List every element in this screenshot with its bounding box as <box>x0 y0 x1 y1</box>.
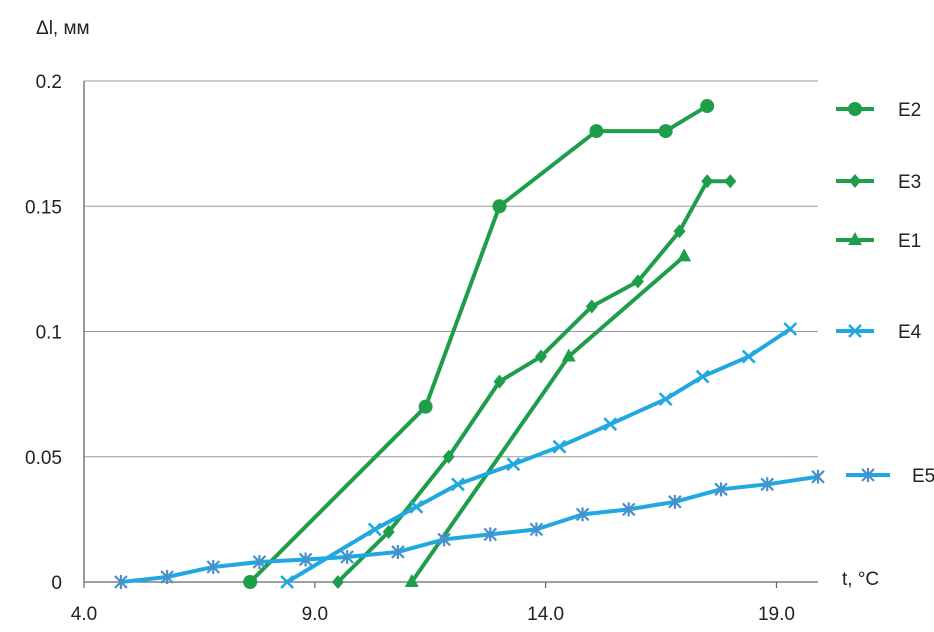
legend-entry-e2: E2 <box>836 100 921 121</box>
series-line <box>118 474 820 584</box>
data-point <box>677 248 692 262</box>
plot-area <box>114 99 825 589</box>
data-point <box>206 559 221 574</box>
series-e3 <box>331 174 737 589</box>
y-tick-label: 0.1 <box>36 323 62 344</box>
data-point <box>442 449 455 464</box>
data-point <box>506 457 521 472</box>
legend: E2 E3 E1 E4 E5 <box>836 100 934 487</box>
data-point <box>760 477 774 492</box>
legend-marker <box>848 324 862 338</box>
legend-marker <box>849 174 861 188</box>
x-tick-label: 4.0 <box>71 604 97 625</box>
series-e4 <box>280 322 798 589</box>
data-point <box>529 522 544 537</box>
data-point <box>673 224 686 239</box>
data-point <box>437 532 451 547</box>
data-point <box>658 392 673 407</box>
gridlines <box>84 80 818 458</box>
legend-entry-e4: E4 <box>836 322 922 343</box>
data-point <box>631 274 644 289</box>
y-tick-label: 0.2 <box>36 72 62 93</box>
data-point <box>603 417 618 432</box>
data-point <box>552 439 567 454</box>
data-point <box>418 399 433 414</box>
y-axis-title: Δl, мм <box>36 18 90 39</box>
x-tick-label: 9.0 <box>302 604 328 625</box>
data-point <box>700 99 715 114</box>
x-tick-label: 14.0 <box>527 604 564 625</box>
data-point <box>535 349 548 364</box>
data-point <box>701 174 714 189</box>
series-e5 <box>114 469 825 589</box>
series-e1 <box>404 248 692 587</box>
series-e2 <box>243 99 715 589</box>
data-point <box>409 499 424 514</box>
y-tick-label: 0.05 <box>25 448 62 469</box>
series-line <box>335 179 733 584</box>
legend-entry-e3: E3 <box>836 172 921 193</box>
legend-label: E4 <box>898 322 922 343</box>
data-point <box>340 549 354 564</box>
data-point <box>493 374 506 389</box>
data-point <box>695 369 710 384</box>
legend-entry-e5: E5 <box>846 466 934 487</box>
data-point <box>243 575 258 589</box>
legend-label: E1 <box>898 231 921 252</box>
data-point <box>658 124 673 139</box>
data-point <box>561 348 576 362</box>
data-point <box>298 552 313 567</box>
data-point <box>714 482 728 497</box>
data-point <box>114 575 128 589</box>
legend-label: E5 <box>912 466 934 487</box>
data-point <box>280 575 295 589</box>
series-line <box>248 104 710 584</box>
legend-entry-e1: E1 <box>836 231 921 252</box>
data-point <box>621 502 636 517</box>
data-point <box>492 199 507 214</box>
data-point <box>724 174 737 189</box>
data-point <box>589 124 604 139</box>
data-point <box>585 299 598 314</box>
data-point <box>252 554 267 569</box>
data-point <box>811 469 825 484</box>
data-point <box>483 527 498 542</box>
data-point <box>575 507 590 522</box>
legend-marker <box>861 468 875 482</box>
data-point <box>668 494 682 509</box>
y-tick-labels: 0 0.05 0.1 0.15 0.2 <box>25 72 62 594</box>
data-point <box>160 569 174 584</box>
legend-marker <box>848 102 862 116</box>
legend-label: E3 <box>898 172 921 193</box>
series-line <box>285 326 793 584</box>
data-point <box>404 574 419 587</box>
data-point <box>367 522 382 537</box>
x-axis-title: t, °C <box>842 569 879 590</box>
x-tick-labels: 4.0 9.0 14.0 19.0 <box>71 582 795 625</box>
legend-label: E2 <box>898 100 921 121</box>
data-point <box>382 524 395 539</box>
data-point <box>391 544 405 559</box>
series-line <box>409 254 687 584</box>
data-point <box>451 477 465 492</box>
y-tick-label: 0.15 <box>25 197 62 218</box>
data-point <box>741 349 756 364</box>
data-point <box>783 322 798 336</box>
legend-marker <box>848 232 862 245</box>
y-tick-label: 0 <box>51 573 62 594</box>
x-tick-label: 19.0 <box>758 604 795 625</box>
data-point <box>331 575 344 589</box>
